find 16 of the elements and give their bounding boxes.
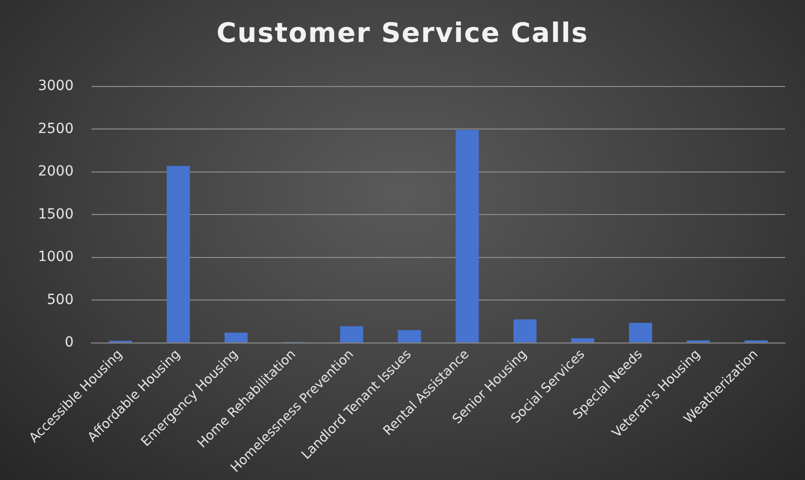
y-tick-label: 3000 <box>38 78 74 94</box>
y-tick-label: 2500 <box>38 120 74 137</box>
y-tick-label: 2000 <box>38 164 74 180</box>
bar <box>571 338 594 342</box>
y-tick-label: 500 <box>46 292 74 308</box>
y-tick-label: 0 <box>64 334 74 351</box>
chart-title: Customer Service Calls <box>216 18 590 49</box>
bar <box>340 326 364 342</box>
bar <box>224 332 248 342</box>
bar <box>398 330 421 342</box>
y-tick-label: 1500 <box>38 206 74 222</box>
y-tick-label: 1000 <box>38 249 74 266</box>
bar <box>456 130 479 342</box>
bar <box>513 319 537 342</box>
bar <box>166 166 190 342</box>
bar <box>628 322 652 342</box>
